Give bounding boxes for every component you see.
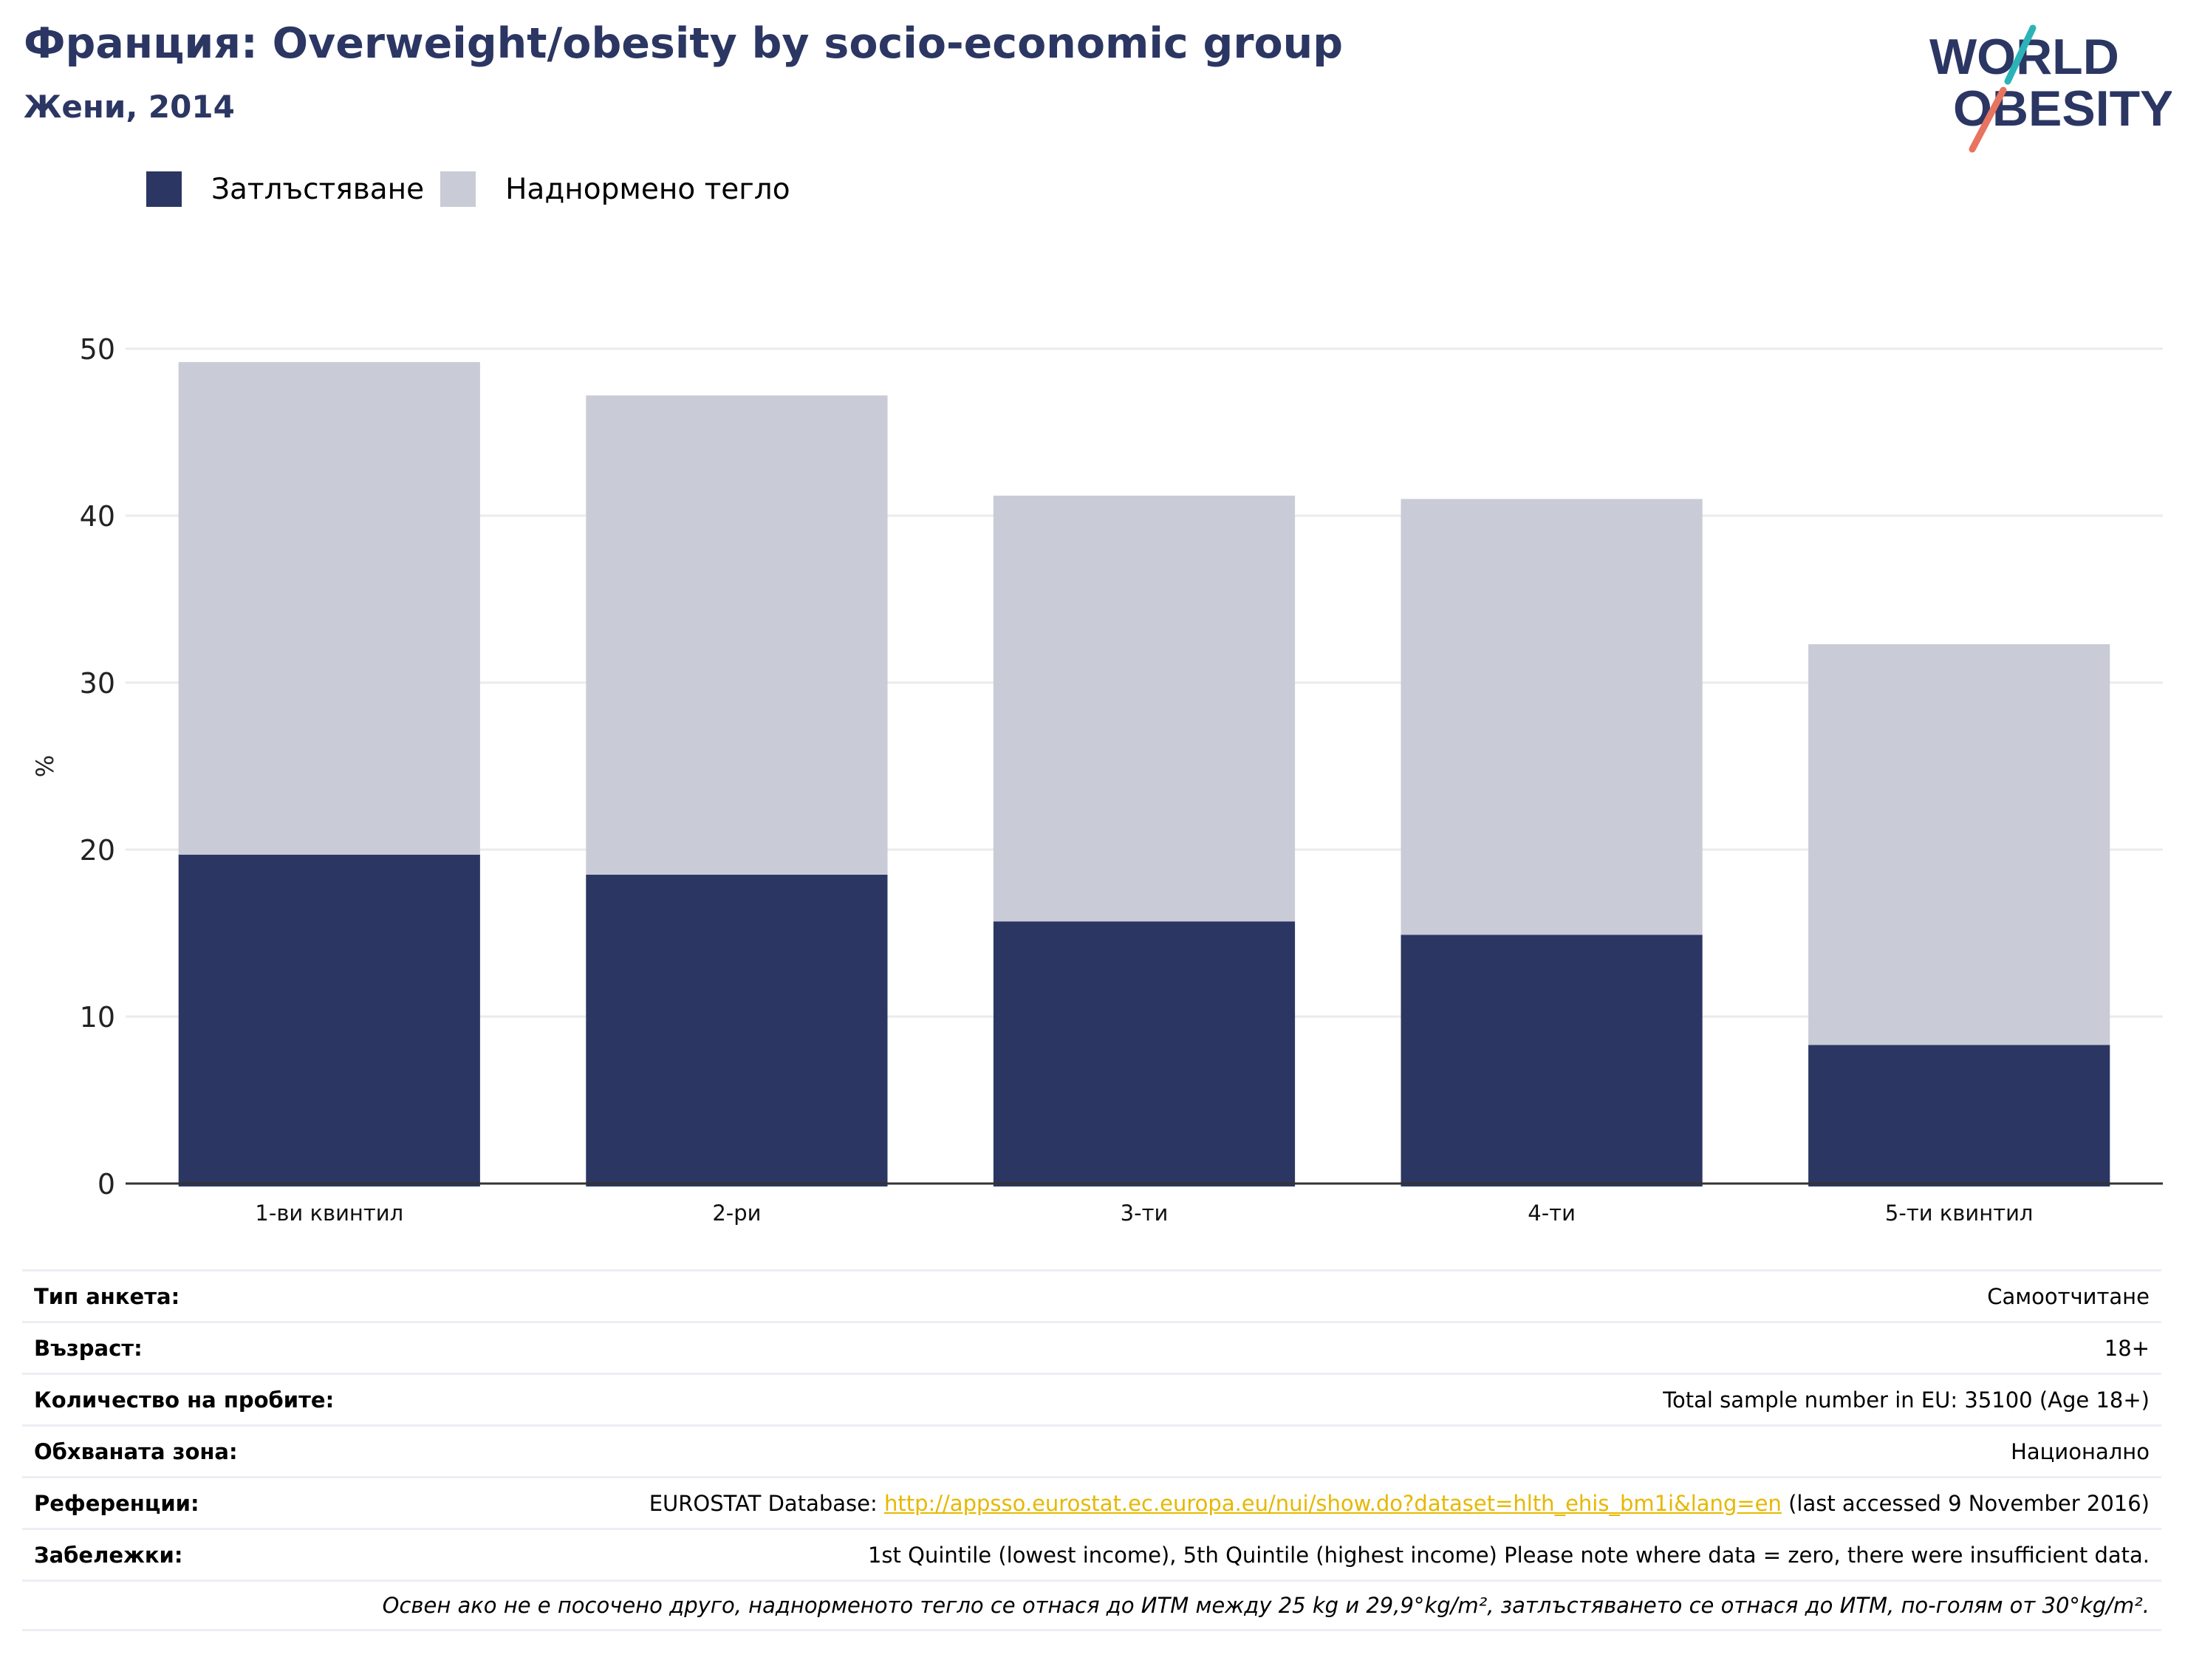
info-footnote: Освен ако не е посочено друго, наднормен… bbox=[382, 1593, 2150, 1618]
world-obesity-logo: WORLD OBESITY bbox=[1929, 24, 2172, 153]
info-value-age: 18+ bbox=[2104, 1335, 2150, 1361]
x-tick-label-3: 3-ти bbox=[1121, 1201, 1169, 1226]
x-tick-label-2: 2-ри bbox=[712, 1201, 761, 1226]
y-tick-label-10: 10 bbox=[80, 1001, 115, 1034]
legend-item-overweight[interactable]: Наднормено тегло bbox=[440, 171, 790, 207]
chart-subtitle: Жени, 2014 bbox=[24, 89, 235, 125]
info-row-survey-type: Тип анкета: Самоотчитане bbox=[22, 1269, 2161, 1321]
info-value-references: EUROSTAT Database: http://appsso.eurosta… bbox=[649, 1491, 2150, 1516]
info-row-sample-size: Количество на пробите: Total sample numb… bbox=[22, 1373, 2161, 1424]
legend-item-obesity[interactable]: Затлъстяване bbox=[146, 171, 424, 207]
x-tick-label-1: 1-ви квинтил bbox=[255, 1201, 403, 1226]
info-label-notes: Забележки: bbox=[34, 1542, 183, 1568]
y-tick-label-40: 40 bbox=[80, 500, 115, 533]
bar-obesity-5 bbox=[1808, 1045, 2110, 1186]
reference-suffix: (last accessed 9 November 2016) bbox=[1781, 1490, 2150, 1516]
info-row-notes: Забележки: 1st Quintile (lowest income),… bbox=[22, 1528, 2161, 1580]
reference-link[interactable]: http://appsso.eurostat.ec.europa.eu/nui/… bbox=[883, 1490, 1782, 1516]
x-tick-label-4: 4-ти bbox=[1528, 1201, 1576, 1226]
info-label-survey-type: Тип анкета: bbox=[34, 1283, 180, 1309]
info-label-area: Обхваната зона: bbox=[34, 1438, 238, 1464]
legend-label-overweight: Наднормено тегло bbox=[505, 172, 790, 206]
bar-obesity-2 bbox=[586, 874, 888, 1186]
bar-overweight-5 bbox=[1808, 644, 2110, 1045]
logo-slash-top bbox=[2004, 24, 2037, 85]
y-tick-label-20: 20 bbox=[80, 834, 115, 867]
reference-prefix: EUROSTAT Database: bbox=[649, 1490, 884, 1516]
info-label-age: Възраст: bbox=[34, 1335, 143, 1361]
bar-overweight-4 bbox=[1401, 499, 1703, 935]
y-tick-label-0: 0 bbox=[98, 1168, 115, 1201]
logo-slash-bottom bbox=[1969, 86, 2007, 153]
logo-word-world: WORLD bbox=[1929, 29, 2119, 85]
y-axis-label: % bbox=[31, 755, 59, 777]
bar-overweight-3 bbox=[993, 495, 1296, 922]
x-tick-label-5: 5-ти квинтил bbox=[1885, 1201, 2034, 1226]
y-tick-label-50: 50 bbox=[80, 333, 115, 366]
legend-swatch-overweight bbox=[440, 171, 476, 207]
y-tick-label-30: 30 bbox=[80, 667, 115, 700]
info-label-references: Референции: bbox=[34, 1490, 199, 1516]
bar-overweight-1 bbox=[178, 362, 480, 855]
bar-overweight-2 bbox=[586, 395, 888, 875]
stacked-bar-chart: 0 10 20 30 40 50% 1-ви квинтил 2-ри 3-ти 4-ти 5-ти… bbox=[31, 333, 2163, 1226]
chart-title: Франция: Overweight/obesity by socio-eco… bbox=[24, 19, 1344, 68]
info-row-area: Обхваната зона: Национално bbox=[22, 1424, 2161, 1476]
chart-legend: Затлъстяване Наднормено тегло bbox=[146, 168, 807, 210]
bar-obesity-1 bbox=[178, 854, 480, 1186]
info-value-sample-size: Total sample number in EU: 35100 (Age 18… bbox=[1663, 1387, 2150, 1413]
info-value-survey-type: Самоотчитане bbox=[1987, 1283, 2150, 1309]
bar-obesity-4 bbox=[1401, 935, 1703, 1186]
bar-obesity-3 bbox=[993, 921, 1296, 1186]
legend-label-obesity: Затлъстяване bbox=[211, 172, 425, 206]
info-row-references: Референции: EUROSTAT Database: http://ap… bbox=[22, 1476, 2161, 1528]
info-value-area: Национално bbox=[2011, 1438, 2150, 1464]
legend-swatch-obesity bbox=[146, 171, 182, 207]
info-label-sample-size: Количество на пробите: bbox=[34, 1387, 335, 1413]
info-table: Тип анкета: Самоотчитане Възраст: 18+ Ко… bbox=[22, 1269, 2161, 1631]
info-value-notes: 1st Quintile (lowest income), 5th Quinti… bbox=[867, 1542, 2150, 1568]
info-row-footnote: Освен ако не е посочено друго, наднормен… bbox=[22, 1580, 2161, 1631]
logo-word-obesity: OBESITY bbox=[1953, 81, 2172, 137]
info-row-age: Възраст: 18+ bbox=[22, 1321, 2161, 1373]
